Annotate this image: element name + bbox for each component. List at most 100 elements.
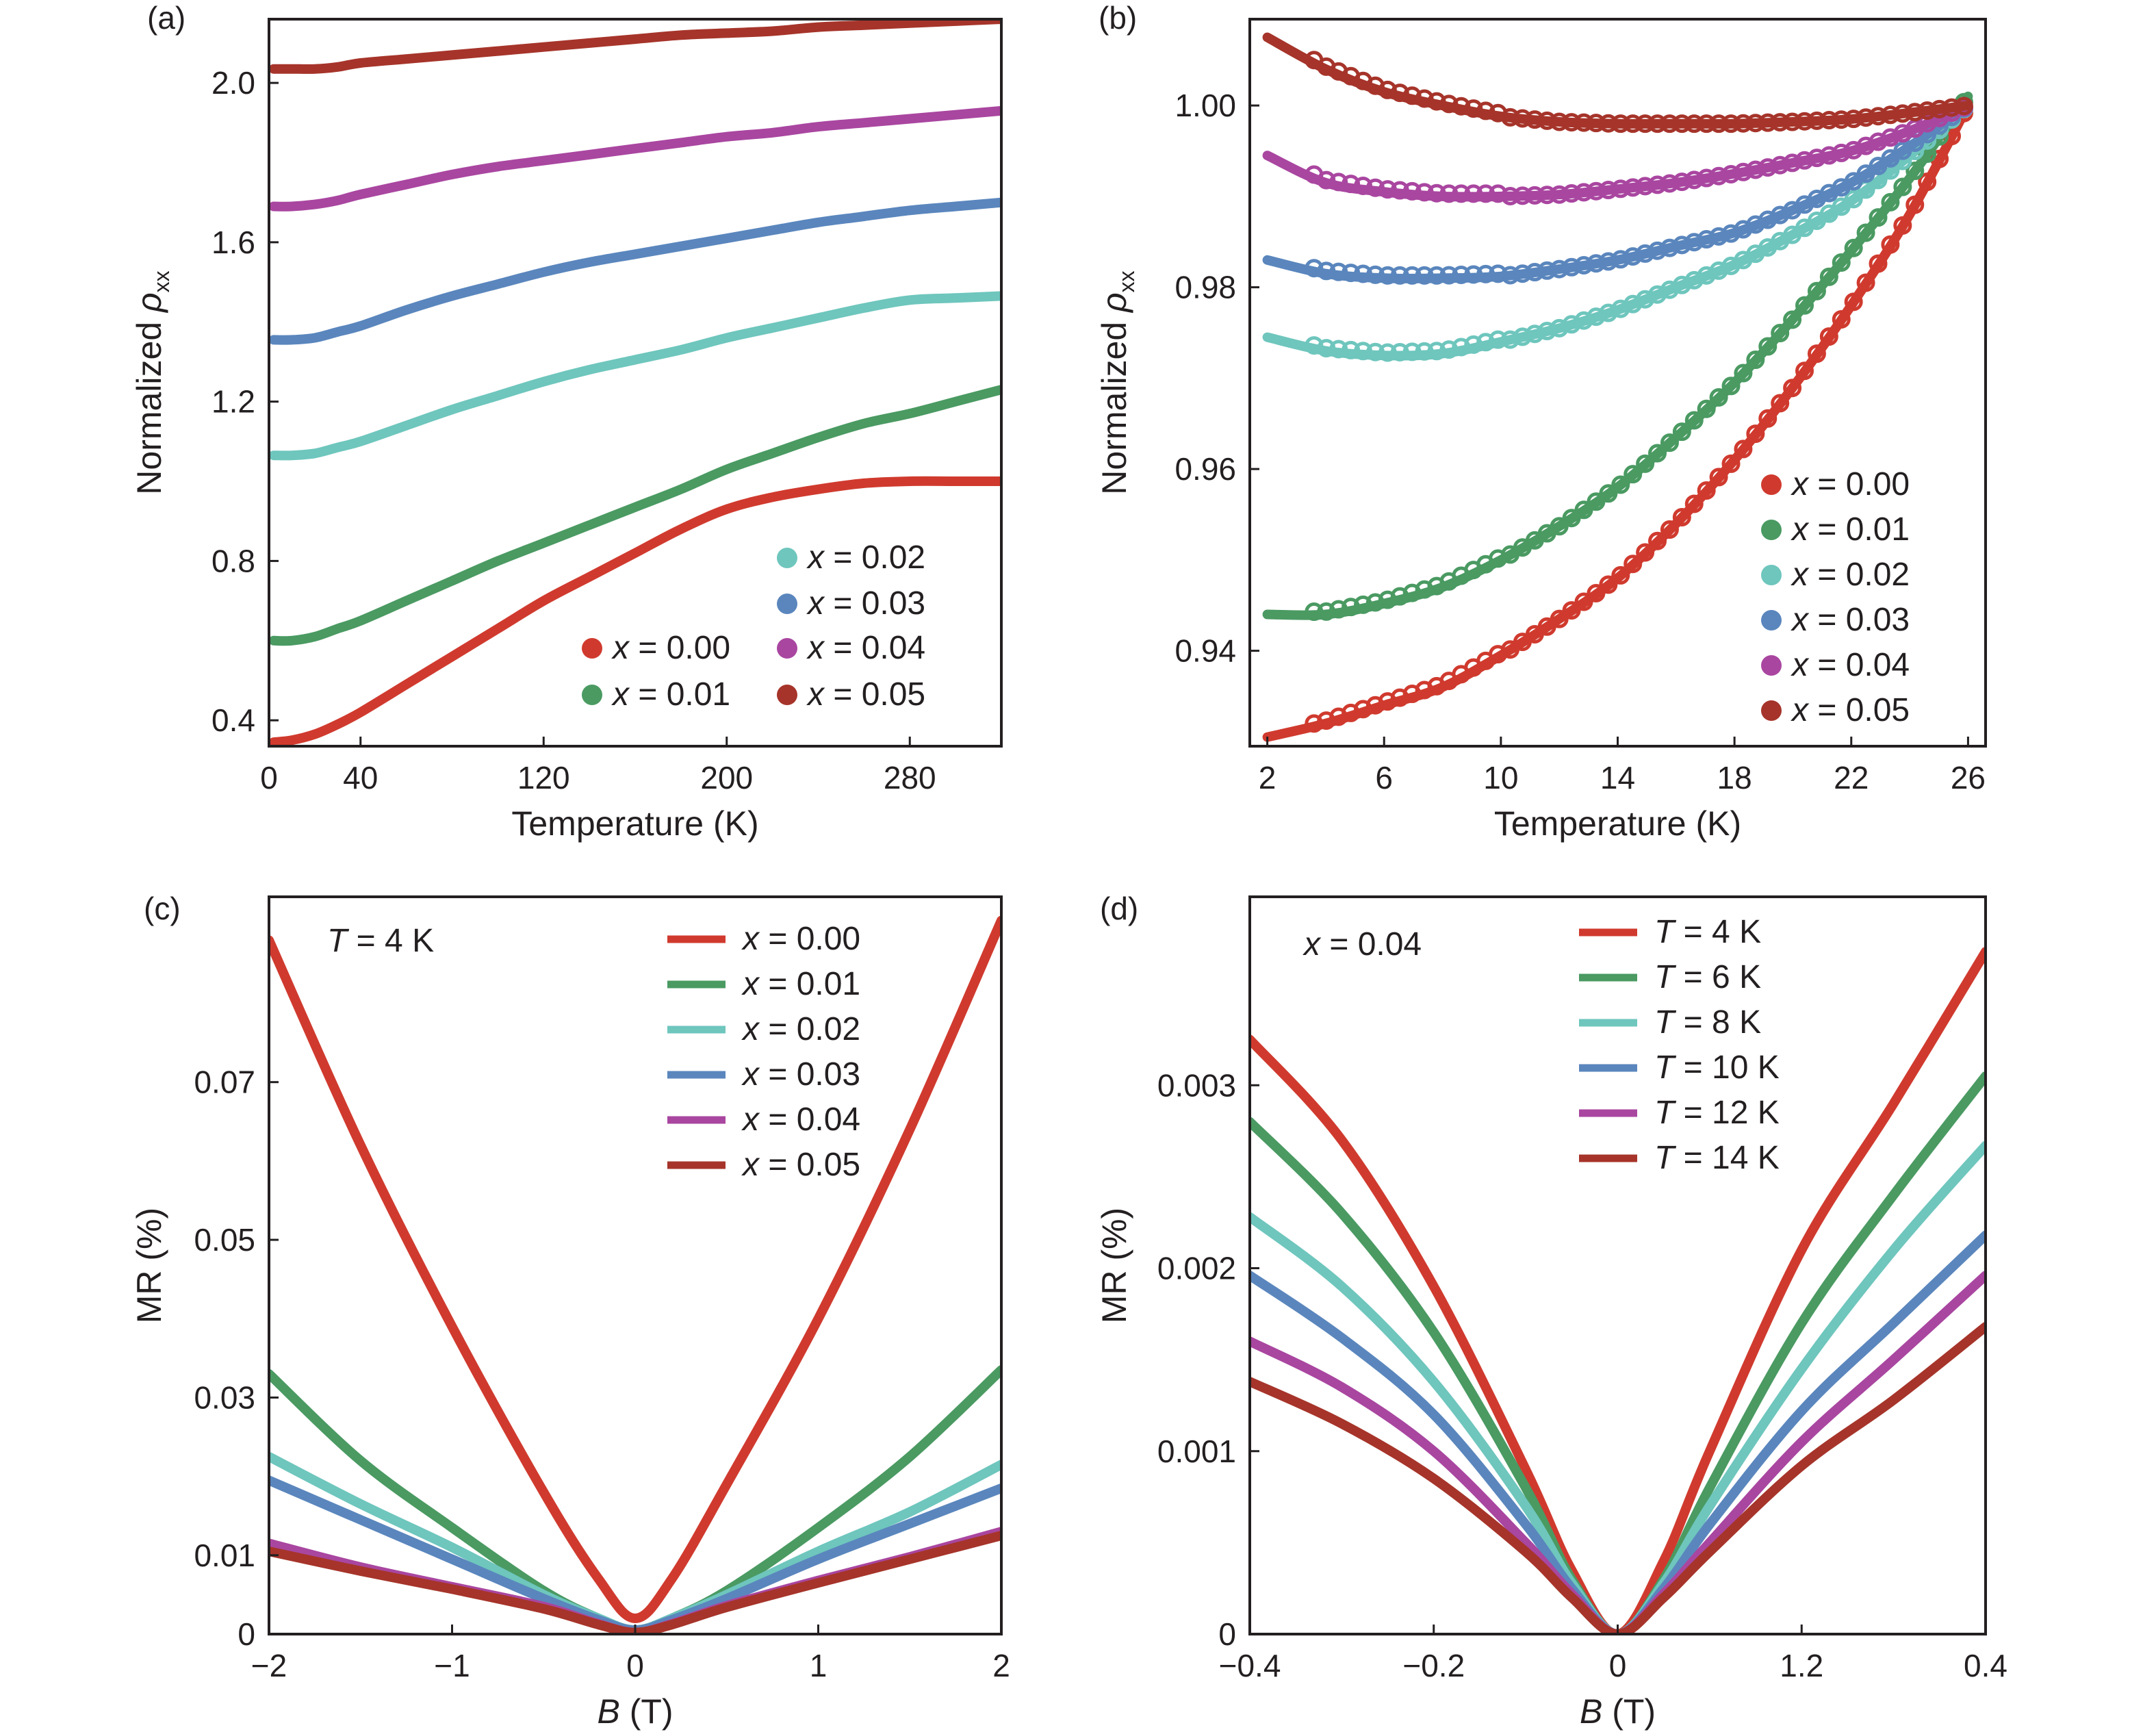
panel-label: (c) — [144, 891, 181, 926]
y-tick-label: 0 — [1218, 1616, 1236, 1652]
legend-marker-dot — [1761, 610, 1782, 631]
y-axis-label: MR (%) — [1095, 1208, 1133, 1323]
data-point — [1305, 602, 1324, 622]
panel-d: (d) −0.4 −0.2 0 1.2 0.4 0 0.001 0.002 0.003 B (T) M… — [1095, 891, 2007, 1731]
x-axis-label: B (T) — [597, 1692, 673, 1731]
data-point — [1378, 343, 1397, 362]
data-point — [1783, 310, 1802, 329]
data-point — [1402, 181, 1422, 201]
series-line-x-0-01 — [269, 1365, 1001, 1634]
data-point — [1771, 324, 1790, 343]
series-line-x-0-04 — [1262, 101, 1973, 202]
series-line-x-0-00 — [1262, 101, 1973, 742]
data-point — [1636, 543, 1655, 562]
data-point — [1758, 409, 1778, 428]
legend-label: x = 0.04 — [741, 1101, 860, 1138]
data-point — [1305, 336, 1324, 355]
data-point — [1795, 151, 1814, 170]
legend-label: x = 0.05 — [1791, 692, 1910, 728]
data-point — [1721, 377, 1741, 396]
data-point — [1758, 158, 1778, 177]
x-tick-label: 2 — [992, 1648, 1010, 1683]
x-tick-label: 1.2 — [1780, 1648, 1823, 1683]
data-point — [1893, 177, 1912, 196]
x-tick-label: 18 — [1717, 760, 1752, 795]
legend-entry: x = 0.05 — [667, 1147, 860, 1183]
data-point — [1881, 235, 1900, 254]
data-point — [1342, 340, 1361, 359]
data-point — [1354, 342, 1373, 361]
legend-label: T = 12 K — [1654, 1095, 1780, 1131]
data-point — [1942, 98, 1962, 117]
data-point — [1844, 292, 1863, 311]
series-line-x-0-02 — [269, 1451, 1001, 1634]
data-point — [1525, 186, 1544, 205]
data-point — [1746, 424, 1765, 444]
legend-entry: x = 0.00 — [1761, 466, 1910, 502]
data-point — [1550, 517, 1569, 536]
data-point — [1402, 342, 1422, 361]
data-point — [1697, 399, 1716, 418]
data-point — [1721, 114, 1741, 133]
data-point — [1771, 113, 1790, 132]
data-point — [1660, 114, 1679, 133]
legend-label: x = 0.02 — [806, 539, 925, 576]
y-tick-label: 0.05 — [194, 1222, 255, 1258]
data-point — [1439, 94, 1459, 114]
data-point — [1587, 492, 1606, 511]
data-point — [1734, 114, 1753, 133]
data-point — [1709, 227, 1728, 246]
data-point — [1807, 149, 1826, 168]
data-point — [1721, 454, 1741, 473]
data-point — [1844, 110, 1863, 129]
y-tick-label: 1.00 — [1175, 88, 1236, 123]
legend-marker-dot — [582, 685, 602, 705]
data-point — [1501, 266, 1520, 285]
data-point — [1390, 181, 1409, 200]
series-line-x-0-03 — [269, 1475, 1001, 1634]
data-point — [1881, 105, 1900, 125]
legend-label: x = 0.05 — [806, 676, 925, 713]
legend-entry: x = 0.01 — [667, 966, 860, 1002]
data-point — [1697, 168, 1716, 188]
data-point — [1648, 114, 1667, 133]
x-tick-label: −1 — [434, 1648, 470, 1683]
data-point — [1856, 108, 1875, 127]
data-point — [1365, 593, 1385, 612]
data-point — [1354, 176, 1373, 195]
data-point — [1342, 264, 1361, 283]
data-point — [1697, 230, 1716, 249]
series-line-x-0-01 — [269, 385, 1001, 646]
data-point — [1660, 520, 1679, 539]
y-tick-label: 1.2 — [211, 384, 255, 420]
legend-label: x = 0.01 — [611, 676, 730, 713]
data-point — [1734, 440, 1753, 459]
legend-entry: T = 14 K — [1579, 1140, 1780, 1176]
data-point — [1525, 263, 1544, 282]
data-point — [1758, 337, 1778, 356]
y-tick-label: 0.98 — [1175, 270, 1236, 305]
data-point — [1439, 184, 1459, 203]
panel-annotation: T = 4 K — [327, 923, 434, 959]
data-point — [1501, 107, 1520, 127]
legend-entry: T = 12 K — [1579, 1095, 1780, 1131]
x-axis-label: Temperature (K) — [511, 804, 758, 843]
data-point — [1329, 340, 1348, 359]
data-point — [1624, 247, 1643, 266]
data-point — [1537, 261, 1556, 280]
panel-label: (a) — [147, 0, 185, 36]
data-point — [1476, 264, 1496, 283]
data-point — [1832, 309, 1851, 329]
legend-entry: x = 0.04 — [667, 1101, 860, 1138]
data-point — [1783, 112, 1802, 131]
data-point — [1672, 114, 1691, 133]
legend-label: x = 0.03 — [1791, 602, 1910, 638]
data-point — [1537, 111, 1556, 130]
data-point — [1476, 333, 1496, 352]
data-point — [1807, 281, 1826, 301]
legend-label: x = 0.00 — [1791, 466, 1910, 502]
data-point — [1684, 233, 1704, 252]
legend-entry: x = 0.03 — [667, 1056, 860, 1093]
legend-marker-dot — [1761, 565, 1782, 585]
data-point — [1452, 338, 1471, 357]
